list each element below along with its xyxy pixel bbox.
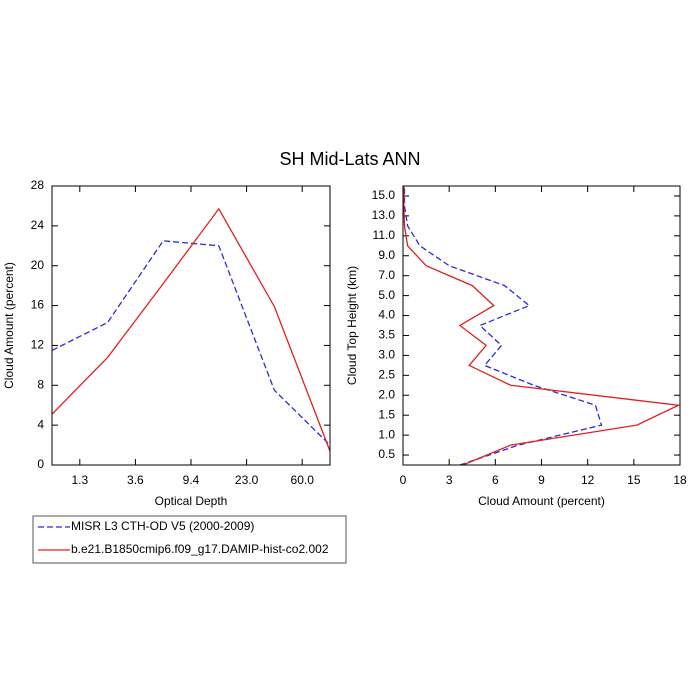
x-tick-label: 3.6 (127, 473, 144, 487)
chart-title: SH Mid-Lats ANN (279, 149, 420, 169)
y-tick-label: 1.0 (378, 427, 395, 441)
y-tick-label: 20 (31, 258, 45, 272)
y-axis-label: Cloud Top Height (km) (345, 266, 359, 385)
y-tick-label: 5.0 (378, 288, 395, 302)
plot-frame (402, 185, 681, 466)
series-line (51, 207, 331, 452)
plot-frame (51, 185, 331, 466)
x-tick-label: 60.0 (291, 473, 315, 487)
y-tick-label: 0.5 (378, 447, 395, 461)
y-tick-label: 28 (31, 178, 45, 192)
y-tick-label: 7.0 (378, 268, 395, 282)
x-tick-label: 1.3 (71, 473, 88, 487)
series-line (403, 186, 681, 466)
x-tick-label: 9 (538, 473, 545, 487)
x-axis-label: Optical Depth (155, 494, 228, 508)
y-tick-label: 9.0 (378, 248, 395, 262)
x-tick-label: 3 (446, 473, 453, 487)
y-tick-label: 4.0 (378, 308, 395, 322)
y-tick-label: 11.0 (373, 228, 396, 242)
y-tick-label: 0 (37, 457, 44, 471)
x-tick-label: 12 (581, 473, 595, 487)
y-tick-label: 15.0 (372, 188, 396, 202)
y-tick-label: 3.0 (378, 348, 395, 362)
y-tick-label: 12 (31, 338, 45, 352)
y-tick-label: 1.5 (378, 407, 395, 421)
x-tick-label: 23.0 (235, 473, 259, 487)
y-tick-label: 13.0 (372, 208, 396, 222)
y-tick-label: 4 (37, 417, 44, 431)
y-tick-label: 2.5 (378, 367, 395, 381)
x-axis-label: Cloud Amount (percent) (478, 494, 605, 508)
y-tick-label: 8 (37, 377, 44, 391)
y-tick-label: 3.5 (378, 328, 395, 342)
y-tick-label: 24 (31, 218, 45, 232)
y-axis-label: Cloud Amount (percent) (2, 262, 16, 389)
y-tick-label: 16 (31, 298, 45, 312)
legend-label: b.e21.B1850cmip6.f09_g17.DAMIP-hist-co2.… (71, 542, 329, 556)
series-line (403, 186, 603, 466)
x-tick-label: 15 (627, 473, 641, 487)
x-tick-label: 9.4 (183, 473, 200, 487)
x-tick-label: 0 (400, 473, 407, 487)
legend-label: MISR L3 CTH-OD V5 (2000-2009) (71, 519, 254, 533)
x-tick-label: 18 (673, 473, 687, 487)
y-tick-label: 2.0 (378, 387, 395, 401)
x-tick-label: 6 (492, 473, 499, 487)
legend-box (32, 515, 347, 564)
